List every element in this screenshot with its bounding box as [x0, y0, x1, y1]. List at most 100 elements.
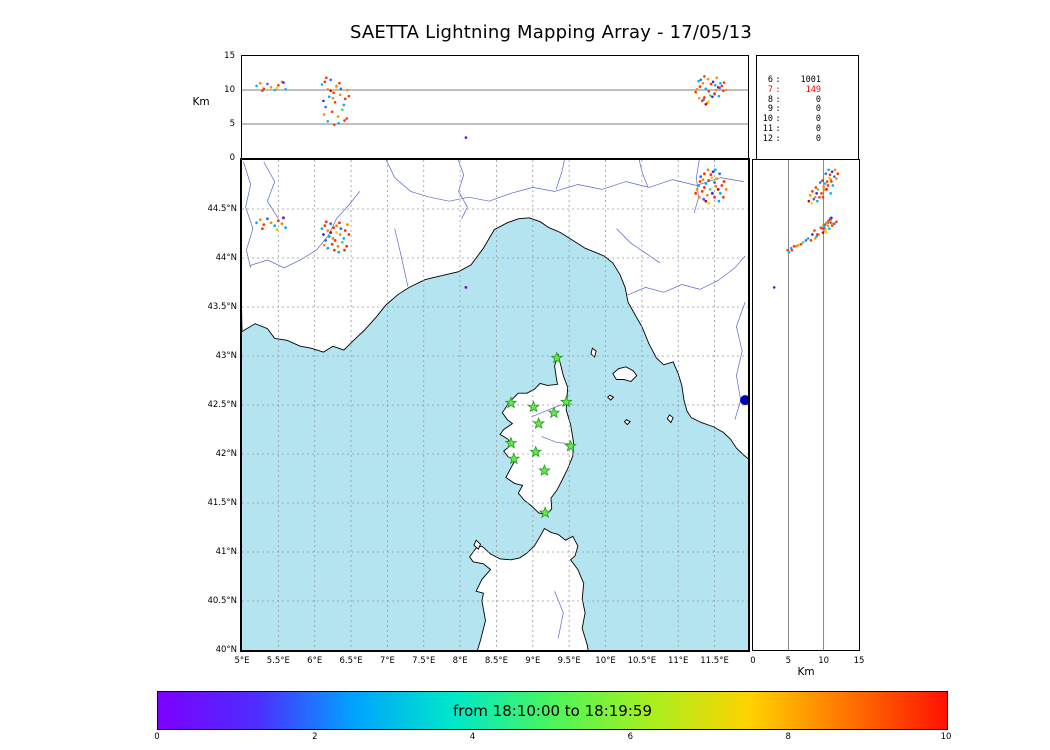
- lightning-source-dot: [284, 226, 288, 230]
- lightning-source-dot: [326, 229, 330, 232]
- lon-tick-label: 11.5°E: [700, 656, 729, 666]
- lightning-source-dot: [811, 233, 814, 236]
- lightning-source-dot: [697, 184, 700, 187]
- lightning-source-dot: [815, 235, 818, 238]
- lightning-source-dot: [336, 115, 340, 118]
- lightning-source-dot: [832, 222, 836, 225]
- lightning-source-dot: [804, 239, 808, 242]
- lightning-source-dot: [828, 173, 832, 176]
- lat-tick-label: 42.5°N: [207, 400, 237, 410]
- lightning-source-dot: [822, 185, 825, 188]
- lightning-source-dot: [705, 193, 709, 197]
- lon-tick-label: 6°E: [307, 656, 323, 666]
- right-alt-tick-label: 15: [853, 656, 865, 666]
- river-line: [734, 301, 746, 420]
- lon-tick-label: 7.5°E: [412, 656, 436, 666]
- lightning-source-dot: [718, 172, 722, 176]
- lightning-source-dot: [322, 233, 325, 236]
- lightning-source-dot: [694, 191, 698, 195]
- lat-tick-label: 41°N: [215, 547, 237, 557]
- lightning-source-dot: [331, 96, 335, 100]
- lightning-source-dot: [335, 231, 338, 234]
- lon-tick-label: 5.5°E: [266, 656, 290, 666]
- colorbar-tick-label: 6: [627, 732, 634, 742]
- lightning-source-dot: [339, 87, 343, 90]
- colorbar-tick-label: 8: [785, 732, 791, 742]
- lightning-source-dot: [717, 199, 721, 203]
- altitude-axis-label-left: Km: [192, 96, 210, 108]
- lightning-source-dot: [258, 81, 262, 85]
- alt-tick-label: 0: [229, 153, 235, 163]
- right-alt-tick-label: 0: [750, 656, 756, 666]
- lightning-source-dot: [695, 188, 699, 191]
- longitude-altitude-plot: [242, 75, 748, 139]
- lightning-source-dot: [329, 231, 333, 234]
- lon-tick-label: 5°E: [234, 656, 250, 666]
- lightning-source-dot: [326, 246, 330, 250]
- lightning-source-dot: [715, 76, 719, 80]
- station-star-marker: [538, 506, 552, 519]
- lightning-source-dot: [697, 195, 701, 199]
- lightning-source-dot: [826, 184, 830, 187]
- lightning-source-dot: [335, 84, 338, 88]
- lightning-source-dot: [807, 199, 811, 203]
- lightning-source-dot: [707, 201, 711, 205]
- lightning-source-dot: [332, 248, 336, 252]
- lightning-source-dot: [464, 136, 468, 139]
- lightning-source-dot: [280, 222, 284, 226]
- lat-tick-label: 40°N: [215, 645, 237, 655]
- lat-tick-label: 42°N: [215, 449, 237, 459]
- lightning-source-dot: [822, 188, 825, 191]
- lightning-source-dot: [332, 226, 336, 230]
- lightning-source-dot: [708, 188, 712, 191]
- lightning-source-dot: [333, 123, 336, 126]
- lightning-source-dot: [713, 168, 717, 172]
- coastline: [666, 414, 674, 424]
- blue-circle-marker: [740, 395, 748, 406]
- lightning-source-dot: [714, 88, 718, 92]
- lat-tick-label: 43°N: [215, 351, 237, 361]
- lightning-source-dot: [704, 182, 708, 185]
- lat-tick-label: 41.5°N: [207, 498, 237, 508]
- source-count-row: 11:0: [762, 123, 821, 134]
- lon-tick-label: 7°E: [379, 656, 395, 666]
- source-counts-rows: 6:1001 7:149 8:0 9:0 10:0 11:0 12:0: [757, 75, 858, 145]
- lightning-source-dot: [282, 216, 285, 220]
- lightning-source-dot: [824, 228, 828, 231]
- lightning-source-dot: [824, 172, 828, 176]
- coastline: [469, 527, 589, 650]
- right-alt-tick-label: 5: [785, 656, 792, 666]
- lightning-source-dot: [822, 224, 825, 227]
- lightning-source-dot: [330, 242, 334, 246]
- lightning-source-dot: [827, 168, 830, 172]
- lightning-source-dot: [808, 193, 812, 197]
- lightning-source-dot: [722, 81, 726, 84]
- lightning-source-dot: [711, 170, 715, 174]
- lightning-source-dot: [830, 170, 834, 174]
- coastline: [623, 419, 631, 426]
- lon-tick-label: 11°E: [667, 656, 689, 666]
- lightning-source-dot: [266, 82, 269, 86]
- coastline: [473, 539, 482, 550]
- lightning-source-dot: [709, 173, 713, 177]
- time-window-label: from 18:10:00 to 18:19:59: [452, 701, 652, 720]
- lightning-source-dot: [721, 89, 725, 92]
- lightning-source-dot: [816, 233, 819, 236]
- lightning-source-dot: [818, 181, 822, 184]
- lightning-source-dot: [818, 195, 821, 199]
- lightning-source-dot: [709, 82, 713, 86]
- lightning-source-dot: [702, 186, 706, 189]
- lightning-source-dot: [266, 217, 269, 221]
- lightning-source-dot: [825, 221, 828, 225]
- lat-tick-label: 43.5°N: [207, 302, 237, 312]
- lightning-source-dot: [698, 85, 702, 88]
- lightning-source-dot: [815, 192, 818, 195]
- lightning-source-dot: [821, 231, 825, 234]
- lightning-source-dot: [707, 90, 711, 93]
- lightning-source-dot: [703, 75, 706, 78]
- colorbar-tick-label: 2: [312, 732, 318, 742]
- coastline: [607, 394, 615, 401]
- lightning-source-dot: [324, 220, 328, 224]
- lightning-source-dot: [338, 233, 342, 236]
- lightning-source-dot: [324, 105, 327, 109]
